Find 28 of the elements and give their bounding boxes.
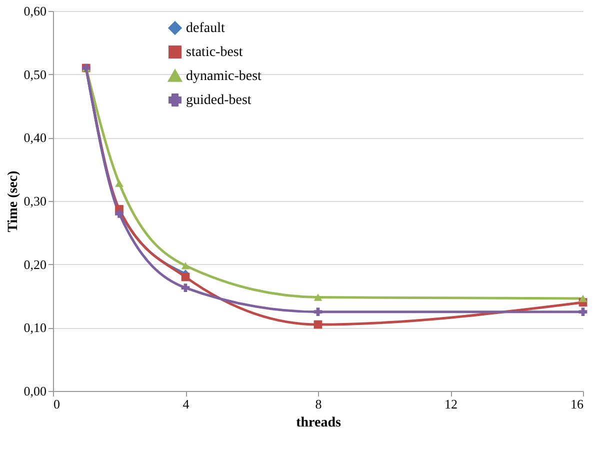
point bbox=[314, 294, 322, 301]
x-tick-label: 12 bbox=[444, 396, 458, 412]
point bbox=[314, 320, 322, 329]
x-tick-label: 0 bbox=[54, 396, 60, 412]
point bbox=[578, 294, 588, 302]
x-axis-title: threads bbox=[296, 416, 342, 430]
x-tick-label: 8 bbox=[315, 396, 322, 412]
point bbox=[181, 262, 190, 270]
point bbox=[115, 209, 124, 218]
point bbox=[181, 272, 190, 282]
y-tick-label: 0,10 bbox=[24, 320, 46, 336]
point bbox=[314, 308, 322, 316]
legend-label: guided-best bbox=[186, 93, 252, 108]
legend-label: default bbox=[186, 21, 225, 36]
y-tick-label: 0,20 bbox=[24, 256, 46, 272]
x-tick-label: 4 bbox=[182, 396, 190, 412]
legend-label: static-best bbox=[186, 45, 243, 60]
y-tick-label: 0,30 bbox=[24, 194, 46, 208]
y-tick-label: 0,50 bbox=[24, 66, 46, 82]
point bbox=[115, 180, 124, 187]
point bbox=[181, 284, 190, 292]
y-axis-title: Time (sec) bbox=[6, 170, 21, 232]
y-tick-label: 0,40 bbox=[24, 130, 46, 146]
legend-label: dynamic-best bbox=[186, 69, 262, 84]
y-tick-label: 0,60 bbox=[24, 4, 46, 18]
point bbox=[578, 308, 588, 316]
y-tick-label: 0,00 bbox=[24, 384, 46, 398]
x-tick-label: 16 bbox=[570, 396, 584, 412]
